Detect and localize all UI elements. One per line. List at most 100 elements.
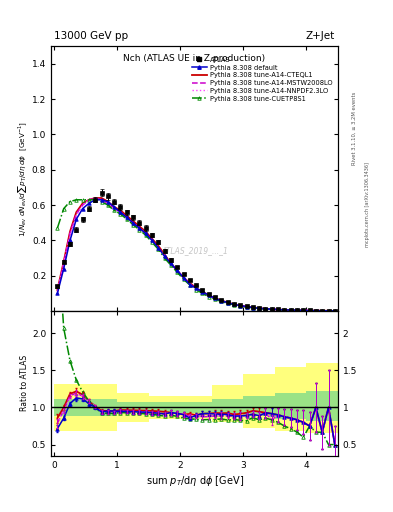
Pythia 8.308 tune-CUETP8S1: [257, 305, 261, 311]
Pythia 8.308 tune-A14-CTEQL1: [125, 212, 129, 219]
Pythia 8.308 tune-CUETP8S1: [213, 296, 217, 303]
Pythia 8.308 tune-A14-MSTW2008LO: [169, 260, 173, 266]
Pythia 8.308 tune-A14-CTEQL1: [68, 228, 72, 234]
Pythia 8.308 tune-A14-CTEQL1: [150, 236, 154, 242]
Text: Rivet 3.1.10, ≥ 3.2M events: Rivet 3.1.10, ≥ 3.2M events: [352, 91, 357, 165]
Pythia 8.308 default: [68, 238, 72, 244]
Pythia 8.308 tune-A14-NNPDF2.3LO: [282, 307, 287, 313]
Pythia 8.308 tune-A14-MSTW2008LO: [276, 307, 281, 313]
Pythia 8.308 tune-CUETP8S1: [187, 282, 192, 288]
Pythia 8.308 tune-A14-MSTW2008LO: [244, 304, 249, 310]
Pythia 8.308 default: [307, 308, 312, 314]
Pythia 8.308 tune-A14-CTEQL1: [194, 285, 198, 291]
Pythia 8.308 default: [61, 266, 66, 272]
Pythia 8.308 tune-A14-NNPDF2.3LO: [55, 289, 60, 295]
Pythia 8.308 tune-CUETP8S1: [244, 304, 249, 310]
Pythia 8.308 tune-A14-MSTW2008LO: [288, 307, 293, 313]
Pythia 8.308 default: [86, 200, 91, 206]
Pythia 8.308 tune-A14-MSTW2008LO: [99, 197, 104, 203]
Pythia 8.308 tune-A14-MSTW2008LO: [332, 308, 337, 314]
Pythia 8.308 default: [225, 300, 230, 306]
Pythia 8.308 tune-A14-NNPDF2.3LO: [175, 267, 180, 273]
Pythia 8.308 default: [143, 230, 148, 237]
Pythia 8.308 tune-CUETP8S1: [276, 307, 281, 313]
Pythia 8.308 tune-A14-MSTW2008LO: [86, 197, 91, 203]
Pythia 8.308 tune-A14-MSTW2008LO: [112, 205, 116, 211]
Pythia 8.308 tune-A14-NNPDF2.3LO: [80, 202, 85, 208]
Pythia 8.308 tune-CUETP8S1: [169, 262, 173, 268]
Pythia 8.308 tune-A14-NNPDF2.3LO: [326, 308, 331, 314]
Pythia 8.308 tune-A14-MSTW2008LO: [80, 202, 85, 208]
Pythia 8.308 tune-A14-NNPDF2.3LO: [156, 244, 161, 250]
Pythia 8.308 tune-A14-NNPDF2.3LO: [250, 305, 255, 311]
Pythia 8.308 tune-A14-MSTW2008LO: [263, 306, 268, 312]
Pythia 8.308 tune-A14-CTEQL1: [156, 243, 161, 249]
Pythia 8.308 tune-A14-MSTW2008LO: [225, 300, 230, 306]
Pythia 8.308 tune-A14-MSTW2008LO: [150, 238, 154, 244]
Pythia 8.308 default: [93, 197, 97, 203]
Pythia 8.308 default: [118, 209, 123, 215]
Pythia 8.308 tune-A14-MSTW2008LO: [326, 308, 331, 314]
Pythia 8.308 tune-A14-CTEQL1: [301, 307, 306, 313]
Legend: ATLAS, Pythia 8.308 default, Pythia 8.308 tune-A14-CTEQL1, Pythia 8.308 tune-A14: ATLAS, Pythia 8.308 default, Pythia 8.30…: [190, 55, 335, 103]
Pythia 8.308 tune-A14-MSTW2008LO: [250, 305, 255, 311]
Pythia 8.308 tune-A14-CTEQL1: [307, 308, 312, 314]
Pythia 8.308 tune-A14-NNPDF2.3LO: [187, 281, 192, 287]
Pythia 8.308 tune-A14-NNPDF2.3LO: [125, 215, 129, 221]
Pythia 8.308 tune-A14-NNPDF2.3LO: [99, 197, 104, 203]
Pythia 8.308 tune-A14-NNPDF2.3LO: [307, 308, 312, 314]
Pythia 8.308 tune-CUETP8S1: [105, 202, 110, 208]
Pythia 8.308 tune-A14-MSTW2008LO: [282, 307, 287, 313]
Pythia 8.308 tune-A14-MSTW2008LO: [187, 281, 192, 287]
Pythia 8.308 tune-A14-NNPDF2.3LO: [295, 307, 299, 313]
Pythia 8.308 default: [231, 302, 236, 308]
Pythia 8.308 tune-A14-NNPDF2.3LO: [150, 238, 154, 244]
Pythia 8.308 tune-CUETP8S1: [225, 300, 230, 306]
Pythia 8.308 default: [99, 197, 104, 203]
Pythia 8.308 tune-A14-NNPDF2.3LO: [93, 195, 97, 201]
Pythia 8.308 tune-A14-MSTW2008LO: [181, 274, 186, 281]
Pythia 8.308 default: [194, 285, 198, 291]
Pythia 8.308 tune-A14-CTEQL1: [257, 305, 261, 311]
Pythia 8.308 tune-A14-MSTW2008LO: [93, 195, 97, 201]
Pythia 8.308 tune-A14-CTEQL1: [169, 260, 173, 266]
Pythia 8.308 tune-A14-NNPDF2.3LO: [225, 300, 230, 306]
Pythia 8.308 tune-A14-MSTW2008LO: [137, 225, 142, 231]
Pythia 8.308 tune-CUETP8S1: [320, 308, 325, 314]
Pythia 8.308 tune-A14-MSTW2008LO: [55, 289, 60, 295]
Pythia 8.308 tune-A14-CTEQL1: [314, 308, 318, 314]
Pythia 8.308 default: [301, 307, 306, 313]
Pythia 8.308 tune-A14-CTEQL1: [105, 199, 110, 205]
Pythia 8.308 tune-A14-NNPDF2.3LO: [231, 302, 236, 308]
Pythia 8.308 default: [137, 225, 142, 231]
Pythia 8.308 tune-A14-CTEQL1: [131, 218, 136, 224]
Pythia 8.308 default: [175, 267, 180, 273]
Pythia 8.308 tune-A14-MSTW2008LO: [68, 230, 72, 237]
Pythia 8.308 tune-A14-CTEQL1: [143, 228, 148, 234]
Pythia 8.308 tune-A14-CTEQL1: [86, 197, 91, 203]
Pythia 8.308 tune-A14-MSTW2008LO: [314, 308, 318, 314]
Pythia 8.308 default: [250, 305, 255, 311]
Pythia 8.308 tune-A14-CTEQL1: [231, 301, 236, 307]
Pythia 8.308 tune-A14-NNPDF2.3LO: [320, 308, 325, 314]
Text: 13000 GeV pp: 13000 GeV pp: [54, 31, 128, 41]
Pythia 8.308 tune-A14-NNPDF2.3LO: [213, 295, 217, 302]
Y-axis label: $1/N_{ev}\ dN_{ev}/d\sum p_T/d\eta\,d\phi$  [GeV$^{-1}$]: $1/N_{ev}\ dN_{ev}/d\sum p_T/d\eta\,d\ph…: [16, 121, 29, 237]
Pythia 8.308 tune-A14-MSTW2008LO: [131, 220, 136, 226]
Pythia 8.308 tune-A14-NNPDF2.3LO: [137, 225, 142, 231]
Pythia 8.308 tune-A14-CTEQL1: [74, 209, 79, 215]
Pythia 8.308 tune-A14-NNPDF2.3LO: [244, 304, 249, 310]
Pythia 8.308 tune-A14-CTEQL1: [332, 308, 337, 314]
Pythia 8.308 tune-A14-NNPDF2.3LO: [301, 307, 306, 313]
Pythia 8.308 tune-CUETP8S1: [326, 308, 331, 314]
Pythia 8.308 tune-A14-MSTW2008LO: [231, 302, 236, 308]
Pythia 8.308 tune-A14-NNPDF2.3LO: [181, 274, 186, 281]
Pythia 8.308 tune-CUETP8S1: [250, 305, 255, 311]
Line: Pythia 8.308 tune-CUETP8S1: Pythia 8.308 tune-CUETP8S1: [56, 198, 336, 313]
Pythia 8.308 default: [200, 289, 205, 295]
Pythia 8.308 default: [74, 216, 79, 222]
X-axis label: sum $p_T$/d$\eta$ d$\phi$ [GeV]: sum $p_T$/d$\eta$ d$\phi$ [GeV]: [145, 474, 244, 488]
Pythia 8.308 tune-A14-MSTW2008LO: [213, 295, 217, 302]
Pythia 8.308 default: [150, 238, 154, 244]
Pythia 8.308 default: [131, 220, 136, 226]
